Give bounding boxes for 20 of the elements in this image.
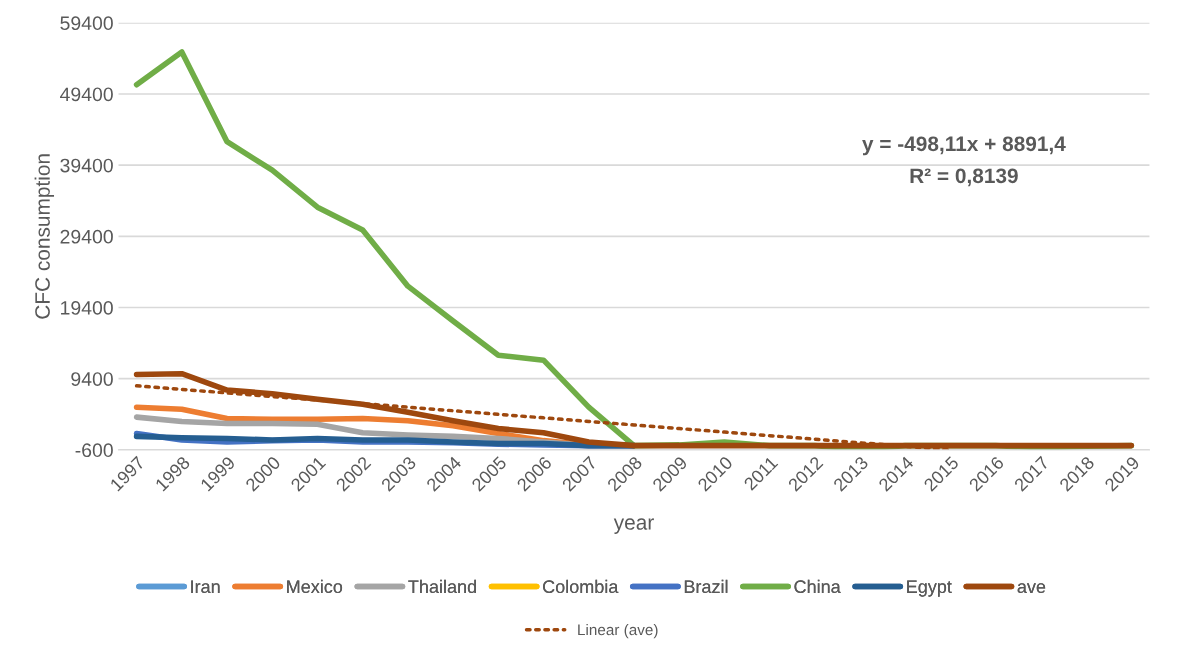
- y-tick-label: 49400: [60, 87, 113, 102]
- y-tick-label: 19400: [61, 300, 113, 315]
- annotation: R² = 0,8139: [910, 168, 1018, 187]
- legend-label: Linear (ave): [578, 624, 658, 639]
- y-tick-label: 39400: [60, 158, 113, 173]
- legend-label: Egypt: [907, 580, 952, 597]
- y-tick-label: 29400: [60, 229, 113, 244]
- annotation: y = -498,11x + 8891,4: [862, 136, 1066, 156]
- y-tick-label: 9400: [71, 372, 113, 386]
- x-axis-title: year: [613, 518, 654, 534]
- legend-label: Colombia: [543, 579, 619, 594]
- legend-label: Brazil: [684, 579, 728, 594]
- legend-label: China: [794, 579, 841, 594]
- legend-label: Thailand: [408, 579, 476, 594]
- legend-label: Iran: [191, 580, 220, 594]
- legend-label: Mexico: [287, 579, 343, 594]
- y-tick-label: -600: [75, 443, 113, 458]
- y-tick-label: 59400: [60, 16, 113, 31]
- legend-label: ave: [1017, 583, 1046, 594]
- y-axis-title: CFC consumption: [34, 154, 55, 319]
